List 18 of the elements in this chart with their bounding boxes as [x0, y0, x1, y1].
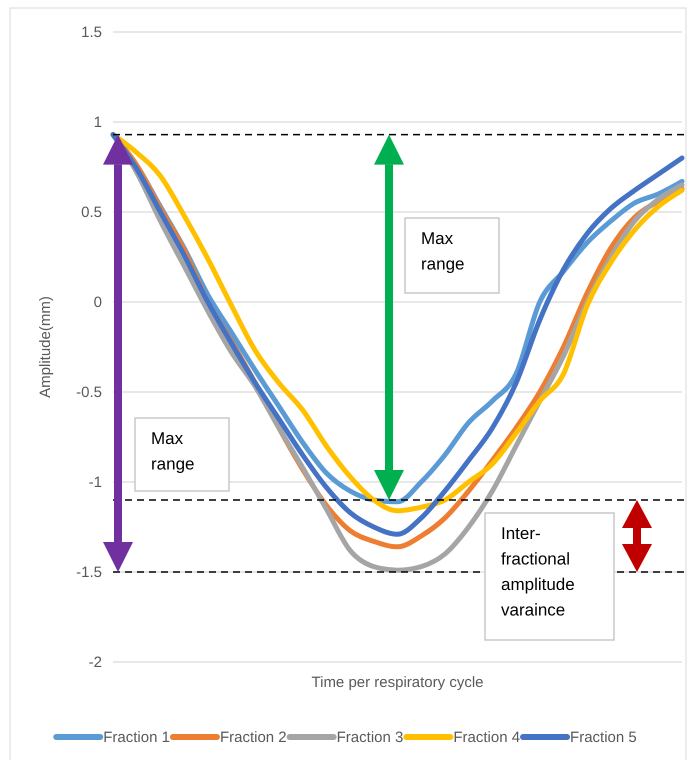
y-tick-label: 1: [94, 114, 102, 131]
legend-label: Fraction 5: [570, 729, 637, 746]
y-tick-label: -0.5: [76, 384, 102, 401]
legend-label: Fraction 1: [103, 729, 170, 746]
annotation: Max range: [421, 229, 464, 274]
y-tick-label: 1.5: [81, 24, 102, 41]
y-tick-label: 0.5: [81, 204, 102, 221]
y-tick-label: -1.5: [76, 564, 102, 581]
legend-label: Fraction 2: [220, 729, 287, 746]
legend-label: Fraction 4: [453, 729, 520, 746]
y-axis-title: Amplitude(mm): [37, 296, 54, 398]
y-tick-label: -1: [88, 474, 102, 491]
legend-label: Fraction 3: [336, 729, 404, 746]
y-tick-label: 0: [94, 294, 102, 311]
x-axis-title: Time per respiratory cycle: [312, 674, 484, 691]
annotation: Max range: [151, 429, 194, 474]
annotation: Inter-fractional amplitude varaince: [501, 524, 575, 620]
y-tick-label: -2: [88, 654, 102, 671]
